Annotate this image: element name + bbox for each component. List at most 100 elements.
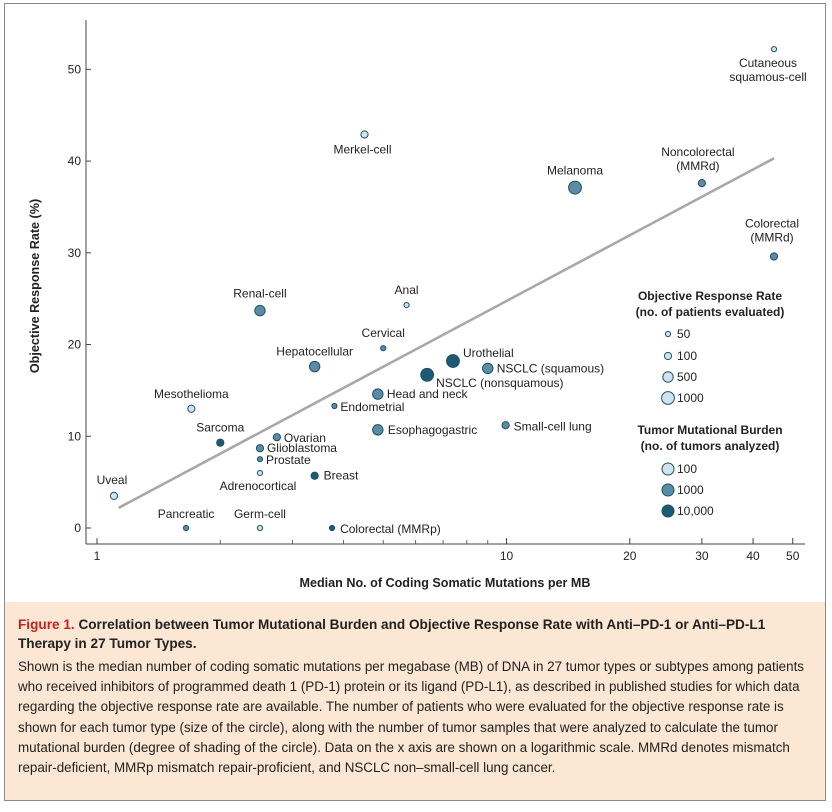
- point-label: (MMRd): [676, 159, 719, 173]
- x-axis-label: Median No. of Coding Somatic Mutations p…: [299, 576, 590, 590]
- x-tick-label: 30: [695, 549, 709, 563]
- point-label: Urothelial: [463, 346, 514, 360]
- legend-shade-title: Tumor Mutational Burden: [637, 423, 782, 437]
- y-axis-label: Objective Response Rate (%): [28, 199, 42, 373]
- point-label: NSCLC (nonsquamous): [436, 376, 563, 390]
- legend: Objective Response Rate (no. of patients …: [636, 289, 785, 518]
- figure-frame: 0 10 20 30 40 50 1 10 20 30 40 50 Median No. of Codi…: [4, 3, 826, 801]
- data-point: [770, 46, 778, 53]
- point-label: Cervical: [362, 326, 405, 340]
- data-point: [446, 354, 460, 368]
- point-label: Mesothelioma: [154, 387, 229, 401]
- legend-size-title: Objective Response Rate: [638, 289, 782, 303]
- y-tick-label: 0: [74, 521, 81, 535]
- legend-shade-label: 100: [677, 462, 697, 476]
- data-point: [501, 421, 510, 430]
- legend-size-label: 50: [677, 327, 691, 341]
- point-label: Cutaneous: [739, 56, 797, 70]
- axes: 0 10 20 30 40 50 1 10 20 30 40 50 Median No. of Codi…: [28, 20, 805, 590]
- point-label: Germ-cell: [234, 507, 286, 521]
- legend-size-title: (no. of patients evaluated): [636, 305, 785, 319]
- point-label: Anal: [395, 283, 419, 297]
- y-tick-label: 10: [68, 429, 82, 443]
- data-point: [109, 491, 119, 500]
- point-label: Ovarian: [284, 431, 326, 445]
- data-point: [372, 388, 384, 400]
- legend-shade-label: 10,000: [677, 504, 714, 518]
- data-point: [697, 178, 706, 188]
- caption-label: Figure 1.: [18, 617, 75, 632]
- data-point: [403, 301, 410, 309]
- data-point: [256, 469, 264, 477]
- point-label: Melanoma: [547, 164, 603, 178]
- data-point: [216, 438, 225, 447]
- point-label: squamous-cell: [729, 70, 806, 84]
- legend-shade-marker: [661, 483, 675, 497]
- data-point: [328, 524, 336, 532]
- caption-body: Shown is the median number of coding som…: [18, 659, 804, 776]
- point-label: Small-cell lung: [514, 419, 592, 433]
- caption-title-block: Figure 1. Correlation between Tumor Muta…: [18, 615, 811, 653]
- point-label: NSCLC (squamous): [497, 361, 604, 375]
- data-point: [420, 367, 435, 382]
- data-point: [769, 252, 779, 261]
- legend-size-marker: [661, 391, 675, 405]
- data-point: [256, 524, 264, 532]
- x-tick-label: 1: [94, 549, 101, 563]
- legend-size-marker: [663, 351, 673, 361]
- y-tick-label: 20: [68, 338, 82, 352]
- point-label: Glioblastoma: [267, 441, 337, 455]
- trend-line: [118, 157, 775, 509]
- data-point: [187, 404, 196, 413]
- point-label: Adrenocortical: [220, 479, 297, 493]
- legend-shade-marker: [661, 462, 675, 476]
- point-label: Prostate: [266, 453, 311, 467]
- data-point: [310, 471, 319, 480]
- data-point: [380, 345, 387, 352]
- data-point: [568, 180, 582, 195]
- y-tick-label: 30: [68, 246, 82, 260]
- x-tick-label: 40: [746, 549, 760, 563]
- trend-line-group: [118, 157, 775, 509]
- data-point: [254, 304, 266, 317]
- point-label: Sarcoma: [196, 421, 244, 435]
- x-tick-label: 50: [786, 549, 800, 563]
- point-label: Endometrial: [340, 400, 404, 414]
- point-label: Hepatocellular: [276, 345, 353, 359]
- data-point: [308, 360, 321, 373]
- legend-size-marker: [662, 371, 674, 383]
- point-label: Noncolorectal: [661, 145, 734, 159]
- data-point: [182, 524, 190, 532]
- point-label: Colorectal: [745, 216, 799, 230]
- scatter-chart: 0 10 20 30 40 50 1 10 20 30 40 50 Median No. of Codi…: [28, 20, 807, 590]
- figure-caption: Figure 1. Correlation between Tumor Muta…: [5, 602, 825, 800]
- point-label: Pancreatic: [158, 507, 215, 521]
- point-label: Merkel-cell: [333, 142, 391, 156]
- point-label: Breast: [324, 469, 359, 483]
- data-point: [482, 362, 494, 375]
- point-label: Uveal: [97, 473, 128, 487]
- legend-shade-title: (no. of tumors analyzed): [641, 439, 780, 453]
- point-label: Colorectal (MMRp): [340, 522, 441, 536]
- legend-size-label: 1000: [677, 391, 704, 405]
- point-label: (MMRd): [750, 230, 793, 244]
- legend-size-marker: [664, 330, 672, 338]
- data-point: [272, 433, 282, 442]
- legend-shade-marker: [661, 504, 675, 518]
- legend-size-label: 100: [677, 349, 697, 363]
- legend-shade-label: 1000: [677, 483, 704, 497]
- legend-size-label: 500: [677, 370, 697, 384]
- data-point: [372, 424, 384, 436]
- data-points: [109, 46, 779, 532]
- point-label: Esophagogastric: [388, 423, 477, 437]
- x-tick-label: 20: [623, 549, 637, 563]
- data-point: [331, 402, 338, 410]
- y-tick-label: 40: [68, 154, 82, 168]
- point-label: Head and neck: [387, 387, 469, 401]
- data-point: [255, 444, 265, 453]
- data-point: [256, 456, 264, 463]
- x-tick-label: 10: [500, 549, 514, 563]
- caption-title: Correlation between Tumor Mutational Bur…: [18, 617, 766, 651]
- data-point: [360, 130, 369, 139]
